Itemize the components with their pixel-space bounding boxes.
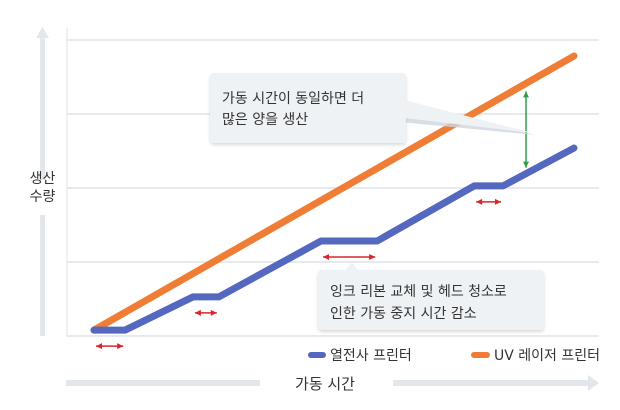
series-layer [90,52,578,334]
downtime-arrow [96,343,124,350]
legend-label-uv: UV 레이저 프린터 [494,348,600,364]
series-line-uv [90,52,578,334]
callout-downtime-line-1: 잉크 리본 교체 및 헤드 청소로 [330,284,507,300]
production-gap-arrow [523,91,529,168]
y-axis-arrow [36,27,49,336]
grid-lines [67,39,599,337]
y-axis-label-line-1: 생산 [30,171,56,187]
y-axis-label-line-2: 수량 [30,189,56,205]
x-axis-label: 가동 시간 [295,375,355,393]
series-line-thermal [90,144,578,334]
downtime-arrow [194,309,217,316]
x-axis-arrow [66,375,599,391]
downtime-arrow [476,198,501,205]
callout-downtime-line-2: 인한 가동 중지 시간 감소 [330,306,477,322]
callout-same-time: 가동 시간이 동일하면 더 많은 양을 생산 [210,73,535,143]
legend-label-thermal: 열전사 프린터 [330,348,412,364]
callout-same-time-line-2: 많은 양을 생산 [222,112,308,128]
annotation-marks [96,91,529,350]
legend: 열전사 프린터 UV 레이저 프린터 [308,348,600,364]
downtime-arrow [323,253,376,260]
callout-downtime: 잉크 리본 교체 및 헤드 청소로 인한 가동 중지 시간 감소 [318,262,544,330]
callout-same-time-line-1: 가동 시간이 동일하면 더 [222,91,364,107]
